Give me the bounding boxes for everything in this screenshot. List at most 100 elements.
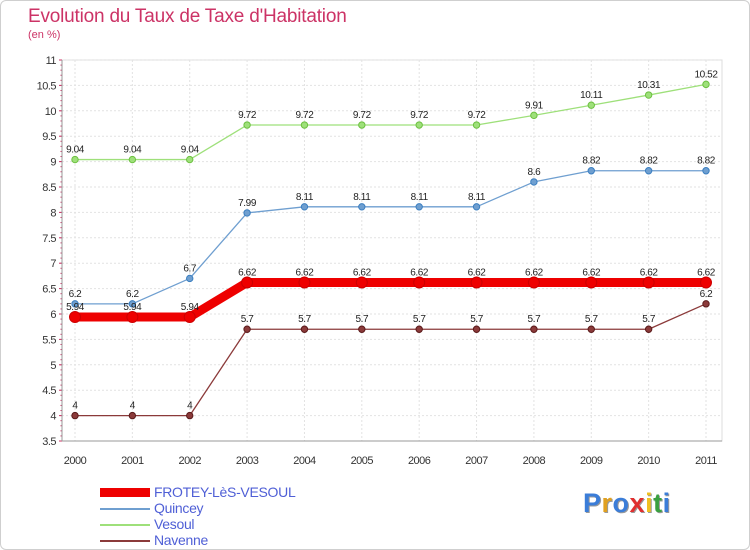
y-tick-label: 8.5 xyxy=(42,182,56,194)
data-label-frotey-l-s-vesoul: 6.62 xyxy=(410,268,429,279)
data-label-navenne: 4 xyxy=(72,401,78,412)
data-point-frotey-l-s-vesoul xyxy=(69,311,81,324)
data-label-vesoul: 9.04 xyxy=(123,145,142,156)
series-line-vesoul xyxy=(74,83,707,161)
data-label-quincey: 8.11 xyxy=(468,192,486,203)
y-tick-label: 4 xyxy=(50,411,56,423)
data-point-navenne xyxy=(702,300,710,308)
x-tick-label: 2002 xyxy=(178,455,201,467)
proxiti-logo: Proxiti xyxy=(583,488,671,519)
data-label-quincey: 8.11 xyxy=(296,192,314,203)
data-point-quincey xyxy=(243,209,251,217)
x-tick-label: 2004 xyxy=(293,455,316,467)
data-label-vesoul: 10.31 xyxy=(637,80,661,91)
data-point-navenne xyxy=(587,325,595,333)
data-point-frotey-l-s-vesoul xyxy=(470,276,483,289)
x-tick-label: 2007 xyxy=(465,455,488,467)
data-label-frotey-l-s-vesoul: 6.62 xyxy=(468,268,487,279)
data-point-vesoul xyxy=(300,121,309,129)
data-point-frotey-l-s-vesoul xyxy=(585,276,598,289)
y-tick-label: 8 xyxy=(50,207,56,219)
logo-letter: P xyxy=(583,488,602,518)
y-tick-label: 5 xyxy=(50,360,56,372)
data-label-quincey: 7.99 xyxy=(238,198,257,209)
data-label-vesoul: 9.72 xyxy=(353,110,372,121)
x-tick-label: 2011 xyxy=(695,455,717,467)
legend-item-vesoul: Vesoul xyxy=(100,516,360,532)
data-labels: 6.2 6.2 6.7 7.99 8.11 8.11 8.11 8.11 8.6 8.82 8.82… xyxy=(66,69,719,412)
data-label-navenne: 4 xyxy=(187,401,193,412)
data-point-vesoul xyxy=(186,155,194,164)
series-line-quincey xyxy=(74,170,707,305)
data-label-quincey: 8.11 xyxy=(353,192,371,203)
legend-item-frotey-l-s-vesoul: FROTEY-LèS-VESOUL xyxy=(100,484,360,500)
y-tick-label: 3.5 xyxy=(42,436,56,448)
chart-subtitle: (en %) xyxy=(28,29,61,41)
logo-letter: o xyxy=(612,488,630,518)
data-point-frotey-l-s-vesoul xyxy=(126,311,139,324)
data-point-vesoul xyxy=(530,111,538,120)
x-tick-label: 2009 xyxy=(580,455,603,467)
data-label-frotey-l-s-vesoul: 6.62 xyxy=(582,268,601,279)
data-point-vesoul xyxy=(358,121,366,129)
data-point-frotey-l-s-vesoul xyxy=(527,276,540,289)
data-point-vesoul xyxy=(415,121,423,129)
logo-letter: i xyxy=(662,488,671,518)
data-label-quincey: 8.6 xyxy=(528,167,542,178)
x-tick-label: 2001 xyxy=(121,455,144,467)
data-point-vesoul xyxy=(71,155,79,164)
data-point-frotey-l-s-vesoul xyxy=(700,276,712,289)
data-label-vesoul: 9.04 xyxy=(66,145,85,156)
data-label-navenne: 5.7 xyxy=(241,314,255,325)
series-line-frotey-l-s-vesoul xyxy=(70,278,711,322)
data-label-navenne: 5.7 xyxy=(413,314,427,325)
plot-area xyxy=(61,59,723,442)
logo-letter: x xyxy=(629,488,646,518)
x-tick-label: 2006 xyxy=(408,455,431,467)
data-label-navenne: 4 xyxy=(130,401,136,412)
legend-label: Vesoul xyxy=(154,516,195,532)
data-label-frotey-l-s-vesoul: 6.62 xyxy=(353,268,372,279)
data-point-quincey xyxy=(530,178,538,186)
data-label-quincey: 6.2 xyxy=(69,289,83,300)
data-label-frotey-l-s-vesoul: 5.94 xyxy=(181,302,200,313)
series-layer xyxy=(69,80,712,420)
y-tick-label: 11 xyxy=(46,55,57,67)
data-label-quincey: 8.82 xyxy=(697,156,716,167)
data-point-quincey xyxy=(300,203,309,211)
data-label-vesoul: 10.52 xyxy=(694,69,718,80)
logo-letter: i xyxy=(645,488,654,518)
data-point-frotey-l-s-vesoul xyxy=(298,276,311,289)
data-point-navenne xyxy=(358,325,366,333)
legend-swatch xyxy=(100,540,150,542)
data-point-quincey xyxy=(415,203,423,211)
legend-swatch xyxy=(100,524,150,526)
data-label-vesoul: 9.91 xyxy=(525,100,544,111)
data-label-quincey: 8.82 xyxy=(582,156,601,167)
data-point-frotey-l-s-vesoul xyxy=(183,311,196,324)
x-tick-label: 2008 xyxy=(523,455,546,467)
data-label-frotey-l-s-vesoul: 5.94 xyxy=(123,302,142,313)
legend-swatch xyxy=(100,488,150,497)
data-label-vesoul: 10.11 xyxy=(580,90,603,101)
data-label-navenne: 6.2 xyxy=(700,289,714,300)
y-tick-label: 10.5 xyxy=(37,80,57,92)
data-label-navenne: 5.7 xyxy=(355,314,369,325)
legend-label: Quincey xyxy=(154,500,204,516)
data-label-frotey-l-s-vesoul: 6.62 xyxy=(697,268,716,279)
data-point-frotey-l-s-vesoul xyxy=(642,276,655,289)
data-label-vesoul: 9.72 xyxy=(238,110,257,121)
data-label-quincey: 6.2 xyxy=(126,289,140,300)
legend-item-quincey: Quincey xyxy=(100,500,360,516)
data-point-quincey xyxy=(71,300,79,308)
data-label-vesoul: 9.04 xyxy=(181,145,200,156)
data-label-navenne: 5.7 xyxy=(298,314,312,325)
data-point-navenne xyxy=(530,325,538,333)
x-tick-label: 2010 xyxy=(637,455,660,467)
y-tick-label: 10 xyxy=(45,106,57,118)
logo-letter: t xyxy=(653,488,663,518)
data-point-quincey xyxy=(358,203,366,211)
y-tick-label: 6 xyxy=(50,309,56,321)
data-point-frotey-l-s-vesoul xyxy=(355,276,368,289)
